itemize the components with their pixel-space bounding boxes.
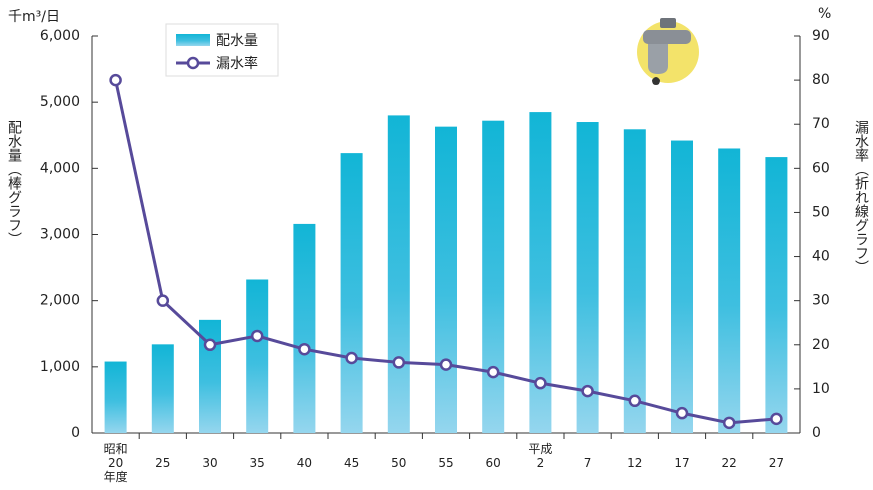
x-tick-label: 40 (296, 456, 313, 470)
y-tick-label: 4,000 (40, 160, 80, 176)
y-axis-title: 配水量（棒グラフ） (6, 120, 22, 246)
x-tick-label: 17 (674, 456, 690, 470)
line-marker (203, 338, 217, 352)
legend-marker (186, 56, 200, 70)
y2-tick-label: 20 (812, 337, 830, 353)
legend: 配水量 漏水率 (165, 23, 279, 77)
y2-tick-label: 70 (812, 116, 830, 132)
y-tick-label: 3,000 (40, 227, 80, 243)
line-marker (298, 342, 311, 356)
legend-swatch-bar (176, 34, 210, 46)
bar (104, 361, 127, 433)
x-tick-label: 50 (391, 456, 407, 470)
line-marker (345, 351, 358, 365)
y2-axis-title: 漏水率（折れ線グラフ） (853, 120, 869, 274)
y2-tick-label: 90 (812, 28, 830, 44)
y-tick-label: 5,000 (40, 94, 80, 110)
bar (718, 148, 741, 433)
x-tick-label: 35 (249, 456, 265, 470)
y-tick-label: 1,000 (40, 359, 80, 375)
bar (246, 279, 269, 433)
faucet-icon (637, 18, 699, 85)
y2-tick-label: 80 (812, 72, 830, 88)
x-tick-label: 平成 2 (528, 442, 553, 470)
y2-tick-label: 50 (812, 204, 830, 220)
x-tick-label: 60 (485, 456, 501, 470)
x-tick-label: 30 (202, 456, 218, 470)
bar (623, 129, 646, 434)
bar (529, 112, 552, 433)
bar (199, 319, 221, 433)
bar (151, 344, 174, 433)
legend-box (165, 23, 279, 77)
x-tick-label: 7 (583, 456, 592, 470)
line-marker (675, 406, 689, 420)
bar (671, 140, 693, 433)
bar (387, 115, 410, 434)
y2-tick-label: 0 (812, 425, 821, 441)
y-unit: 千m³/日 (8, 9, 60, 25)
x-tick-label: 25 (155, 456, 171, 470)
line-marker (109, 73, 122, 87)
x-tick-label: 昭和 20 年度 (103, 442, 128, 484)
line-marker (486, 365, 500, 379)
bar (293, 223, 316, 433)
y2-tick-label: 30 (812, 293, 830, 309)
line-marker (250, 329, 264, 343)
legend-label: 漏水率 (216, 55, 258, 72)
y2-tick-label: 10 (812, 381, 830, 397)
x-tick-label: 45 (343, 456, 360, 470)
bar (765, 157, 788, 433)
y-tick-label: 0 (71, 425, 80, 441)
y-tick-label: 6,000 (40, 28, 80, 44)
x-tick-label: 55 (438, 456, 454, 470)
line-marker (439, 358, 453, 371)
bar (435, 126, 457, 434)
y2-unit: % (818, 6, 832, 22)
legend-label: 配水量 (216, 33, 258, 49)
y-tick-label: 2,000 (40, 293, 80, 309)
y2-tick-label: 60 (812, 160, 830, 176)
line-marker (156, 294, 170, 307)
line-marker (770, 412, 783, 426)
bar (340, 153, 363, 434)
x-tick-label: 22 (721, 456, 737, 470)
y2-tick-label: 40 (812, 249, 830, 265)
line-marker (722, 416, 736, 430)
line-marker (534, 376, 547, 390)
x-tick-label: 27 (768, 456, 785, 470)
line-marker (392, 356, 406, 369)
x-tick-label: 12 (627, 456, 643, 470)
bar (576, 122, 599, 434)
bar (482, 120, 505, 434)
line-marker (628, 394, 642, 408)
line-marker (581, 384, 594, 398)
